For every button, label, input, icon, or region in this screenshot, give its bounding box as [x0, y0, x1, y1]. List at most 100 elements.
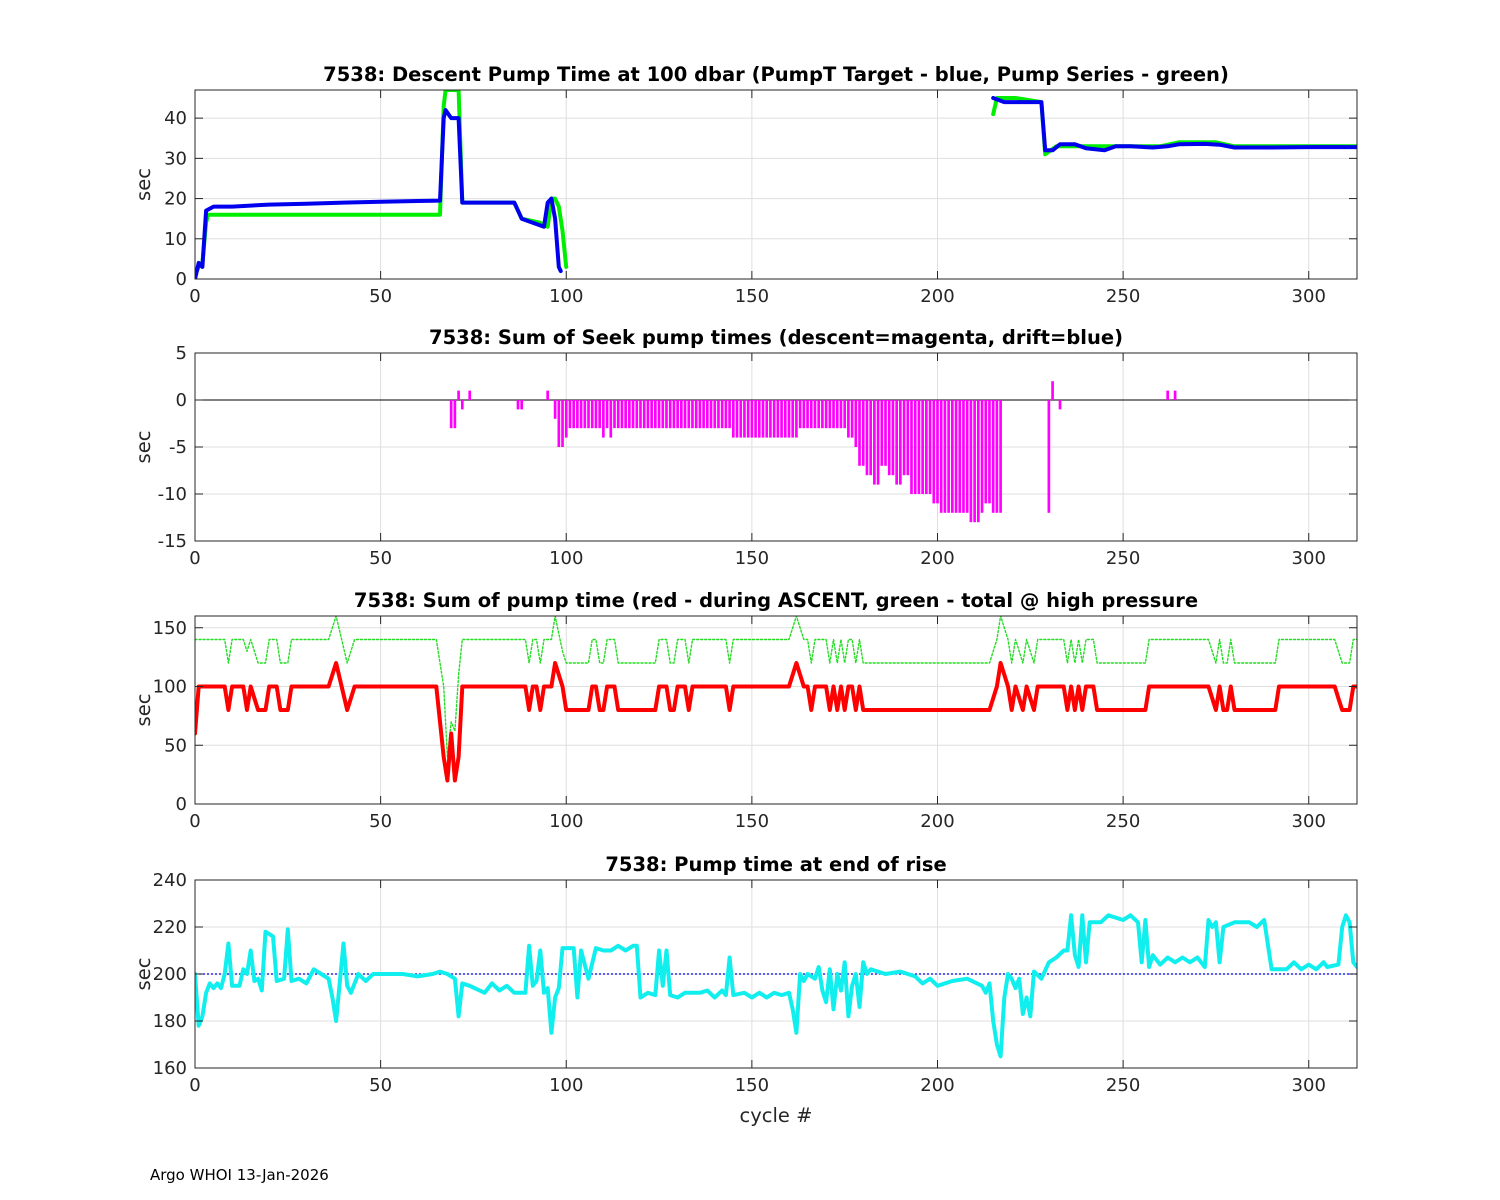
- bar: [691, 400, 694, 429]
- y-tick-label: 40: [164, 108, 187, 129]
- y-axis-label: sec: [132, 168, 155, 201]
- bar: [902, 400, 906, 476]
- bar: [895, 400, 898, 485]
- y-tick-label: 5: [176, 343, 187, 364]
- bar: [806, 400, 809, 429]
- bar: [795, 400, 798, 438]
- bar: [954, 400, 958, 513]
- chart-title: 7538: Sum of Seek pump times (descent=ma…: [429, 326, 1123, 349]
- bar: [865, 400, 869, 476]
- bar: [572, 400, 576, 429]
- bar: [772, 400, 776, 438]
- series-line-1: [195, 913, 1357, 1059]
- bar: [546, 390, 550, 400]
- y-tick-label: 160: [153, 1058, 187, 1079]
- bar: [921, 400, 924, 494]
- bar: [925, 400, 928, 494]
- plot-marks: [195, 616, 1357, 783]
- x-tick-label: 200: [920, 1075, 954, 1096]
- bar: [917, 400, 921, 494]
- bar: [702, 400, 705, 429]
- y-tick-label: 0: [176, 269, 187, 290]
- bar: [1051, 381, 1054, 400]
- bar: [613, 400, 616, 429]
- x-tick-label: 0: [189, 811, 200, 832]
- bar: [861, 400, 865, 466]
- x-tick-label: 300: [1292, 1075, 1326, 1096]
- bar: [939, 400, 943, 513]
- bar: [694, 400, 698, 429]
- y-tick-label: 0: [176, 794, 187, 815]
- y-tick-label: 30: [164, 148, 187, 169]
- bar: [813, 400, 817, 429]
- bar: [676, 400, 679, 429]
- y-tick-label: 10: [164, 229, 187, 250]
- bar: [1166, 390, 1170, 400]
- bar: [620, 400, 624, 429]
- bar: [980, 400, 984, 513]
- bar: [642, 400, 646, 429]
- bar: [858, 400, 861, 466]
- bar: [873, 400, 876, 485]
- y-tick-label: 20: [164, 189, 187, 210]
- bar: [553, 400, 557, 419]
- bar: [884, 400, 887, 466]
- bar: [832, 400, 835, 429]
- x-axis-label: cycle #: [740, 1104, 813, 1127]
- bar: [999, 400, 1002, 513]
- x-tick-label: 150: [735, 548, 769, 569]
- y-tick-label: 240: [153, 870, 187, 891]
- bar: [735, 400, 739, 438]
- bar: [557, 400, 561, 447]
- x-tick-label: 150: [735, 1075, 769, 1096]
- bar: [958, 400, 962, 513]
- x-tick-label: 0: [189, 1075, 200, 1096]
- x-tick-label: 300: [1292, 548, 1326, 569]
- bar: [843, 400, 847, 429]
- y-axis-label: sec: [132, 694, 155, 727]
- x-tick-label: 300: [1292, 286, 1326, 307]
- bar: [776, 400, 780, 438]
- x-tick-label: 50: [369, 548, 392, 569]
- chart-panel-3: 0 50 100 150 200 250 300 0 50 100 150 7538: Sum of …: [132, 589, 1358, 832]
- y-tick-label: -5: [169, 437, 187, 458]
- bar: [594, 400, 598, 429]
- chart-title: 7538: Sum of pump time (red - during ASC…: [354, 589, 1198, 612]
- x-tick-label: 100: [549, 811, 583, 832]
- y-tick-label: -15: [158, 531, 187, 552]
- x-tick-label: 200: [920, 811, 954, 832]
- footer-credit: Argo WHOI 13-Jan-2026: [150, 1166, 329, 1184]
- bar: [821, 400, 824, 429]
- bar: [876, 400, 880, 485]
- series-line-2: [195, 108, 563, 279]
- bar: [624, 400, 627, 429]
- bar: [713, 400, 717, 429]
- bar: [891, 400, 895, 476]
- bar: [798, 400, 802, 429]
- bar: [947, 400, 950, 513]
- bar: [887, 400, 891, 476]
- x-tick-label: 200: [920, 548, 954, 569]
- bar: [880, 400, 884, 466]
- bar: [449, 400, 453, 429]
- bar: [802, 400, 806, 429]
- bar: [616, 400, 620, 429]
- bar: [628, 400, 631, 429]
- bar: [769, 400, 772, 438]
- bar: [646, 400, 650, 429]
- bar: [969, 400, 973, 523]
- bar: [564, 400, 568, 438]
- bar: [583, 400, 587, 429]
- x-tick-label: 250: [1106, 1075, 1140, 1096]
- x-tick-label: 50: [369, 1075, 392, 1096]
- bar: [672, 400, 676, 429]
- plot-area: [195, 90, 1357, 279]
- bar: [951, 400, 954, 513]
- bar: [750, 400, 754, 438]
- bar: [609, 400, 613, 438]
- y-tick-label: 100: [153, 677, 187, 698]
- bar: [765, 400, 769, 438]
- bar: [783, 400, 787, 438]
- y-tick-label: 50: [164, 735, 187, 756]
